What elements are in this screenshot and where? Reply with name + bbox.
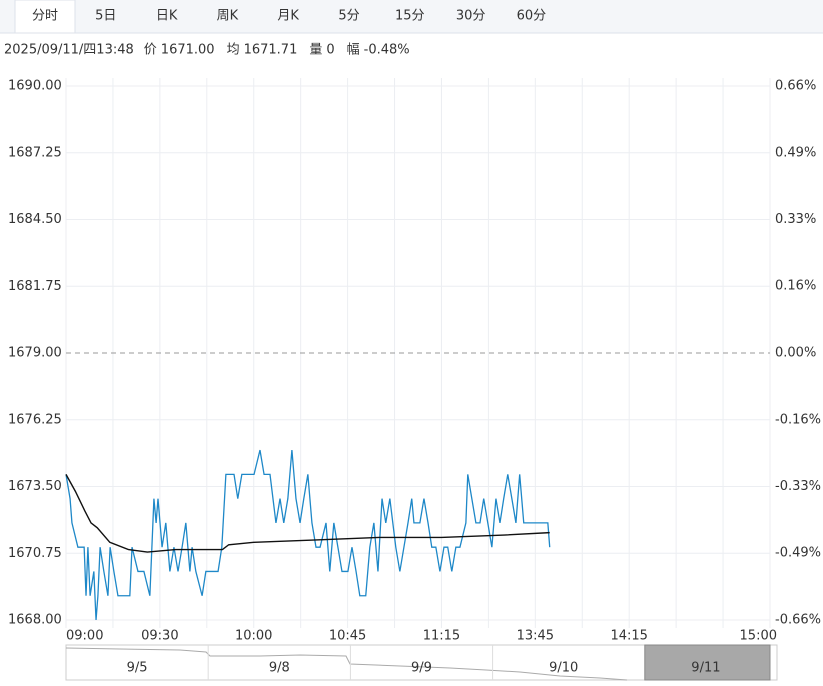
tab[interactable]: 30分: [456, 9, 486, 24]
tab[interactable]: 60分: [517, 9, 547, 24]
price-line: [65, 474, 550, 553]
y2-tick-label: 0.66%: [775, 79, 816, 94]
y-tick-label: 1690.00: [8, 79, 62, 94]
y-tick-label: 1687.25: [8, 145, 62, 160]
info-label: 幅: [347, 43, 360, 58]
info-datetime: 2025/09/11/四13:48: [4, 43, 134, 58]
price-line: [65, 449, 551, 621]
y-tick-label: 1679.00: [8, 346, 62, 361]
y2-tick-label: 0.49%: [775, 145, 816, 160]
info-value: 1671.71: [244, 43, 298, 58]
navigator-date: 9/11: [691, 661, 720, 676]
y-tick-label: 1676.25: [8, 412, 62, 427]
tab[interactable]: 周K: [217, 9, 239, 24]
navigator-date: 9/5: [127, 661, 148, 676]
navigator-sparkline: [65, 647, 628, 681]
tab[interactable]: 日K: [156, 9, 178, 24]
active-tab: [14, 0, 76, 34]
tab[interactable]: 15分: [395, 9, 425, 24]
info-label: 价: [144, 43, 157, 58]
y2-tick-label: 0.00%: [775, 346, 816, 361]
y2-tick-label: -0.16%: [775, 412, 821, 427]
y-tick-label: 1670.75: [8, 546, 62, 561]
y-tick-label: 1684.50: [8, 212, 62, 227]
info-value: 1671.00: [161, 43, 215, 58]
navigator-selection: [644, 644, 771, 681]
x-tick-label: 09:00: [66, 629, 103, 644]
y-tick-label: 1668.00: [8, 613, 62, 628]
info-value: 0: [326, 43, 334, 58]
x-tick-label: 13:45: [517, 629, 554, 644]
y-tick-label: 1673.50: [8, 479, 62, 494]
x-tick-label: 09:30: [141, 629, 178, 644]
tab[interactable]: 分时: [32, 9, 58, 24]
x-tick-label: 11:15: [423, 629, 460, 644]
info-label: 均: [227, 43, 240, 58]
y2-tick-label: 0.16%: [775, 279, 816, 294]
x-tick-label: 14:15: [610, 629, 647, 644]
info-label: 量: [309, 43, 322, 58]
y-tick-label: 1681.75: [8, 279, 62, 294]
y2-tick-label: 0.33%: [775, 212, 816, 227]
tab[interactable]: 月K: [277, 9, 299, 24]
y2-tick-label: -0.49%: [775, 546, 821, 561]
info-value: -0.48%: [364, 43, 410, 58]
y2-tick-label: -0.33%: [775, 479, 821, 494]
tab[interactable]: 5日: [95, 9, 116, 24]
x-tick-label: 10:00: [235, 629, 272, 644]
x-tick-label: 10:45: [329, 629, 366, 644]
navigator-date: 9/8: [269, 661, 290, 676]
tab[interactable]: 5分: [338, 9, 359, 24]
y2-tick-label: -0.66%: [775, 613, 821, 628]
navigator-date: 9/10: [549, 661, 578, 676]
tab-bar: [0, 0, 823, 33]
x-tick-label: 15:00: [740, 629, 777, 644]
navigator-date: 9/9: [411, 661, 432, 676]
